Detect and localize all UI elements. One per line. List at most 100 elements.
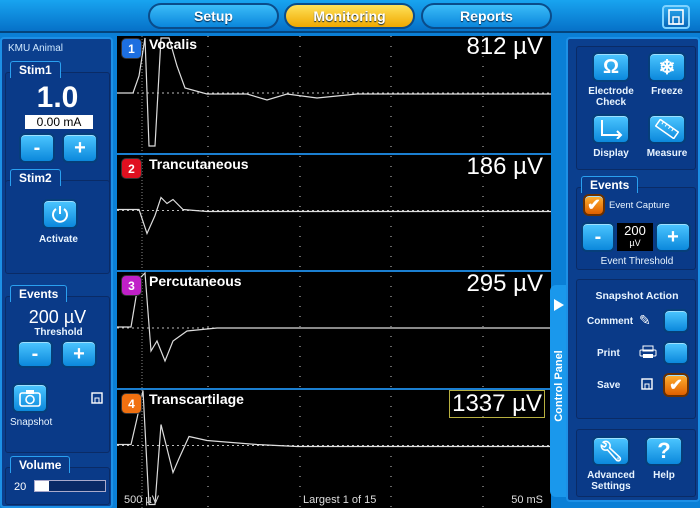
event-threshold-display: 200 µV <box>617 223 653 251</box>
event-capture-label: Event Capture <box>609 200 670 211</box>
volume-slider[interactable] <box>34 480 106 492</box>
stim1-minus-button[interactable]: - <box>19 133 55 163</box>
stim1-value: 1.0 <box>36 81 79 114</box>
print-label: Print <box>597 348 620 359</box>
right-events-label: Events <box>581 176 639 193</box>
stim1-plus-button[interactable]: + <box>62 133 98 163</box>
waveform-canvas <box>117 36 551 508</box>
channel-amplitude: 1337 µV <box>449 389 545 418</box>
freeze-label: Freeze <box>651 86 683 97</box>
channel-4: 4 Transcartilage 1337 µV <box>117 387 551 506</box>
wrench-icon: 🔧︎ <box>598 440 624 463</box>
subject-name: KMU Animal <box>8 43 64 54</box>
channel-2: 2 Trancutaneous 186 µV <box>117 152 551 271</box>
channel-name: Percutaneous <box>149 273 242 289</box>
pencil-icon: ✎ <box>639 312 651 328</box>
axes-icon <box>601 120 623 139</box>
event-threshold-plus-button[interactable]: + <box>655 222 691 252</box>
tab-reports[interactable]: Reports <box>421 3 552 29</box>
advanced-settings-button[interactable]: 🔧︎ <box>592 436 630 466</box>
threshold-plus-button[interactable]: + <box>61 340 97 368</box>
tab-monitoring[interactable]: Monitoring <box>284 3 415 29</box>
stim2-label: Stim2 <box>10 169 61 186</box>
check-icon: ✔ <box>669 377 683 394</box>
channel-amplitude: 186 µV <box>466 152 543 180</box>
right-panel: Ω Electrode Check ❄ Freeze Display Measu… <box>566 37 700 502</box>
measure-button[interactable] <box>648 114 686 144</box>
event-threshold-label: Event Threshold <box>600 256 674 267</box>
top-bar: Setup Monitoring Reports <box>0 0 700 33</box>
events-label: Events <box>10 285 68 302</box>
control-panel-tab[interactable]: Control Panel <box>550 285 568 497</box>
channel-amplitude: 295 µV <box>466 270 543 297</box>
print-checkbox[interactable] <box>663 341 689 365</box>
freeze-button[interactable]: ❄ <box>648 52 686 82</box>
save-icon <box>668 9 684 25</box>
advanced-settings-label: Advanced Settings <box>587 470 635 492</box>
channel-3: 3 Percutaneous 295 µV <box>117 270 551 388</box>
save-checkbox[interactable]: ✔ <box>663 373 689 397</box>
settings-group: 🔧︎ Advanced Settings ? Help <box>576 429 696 497</box>
left-panel: KMU Animal Stim1 1.0 0.00 mA - + Stim2 A… <box>0 37 113 508</box>
stim1-label: Stim1 <box>10 61 61 78</box>
channel-number-badge[interactable]: 1 <box>121 38 142 59</box>
volume-value: 20 <box>14 481 27 493</box>
display-button[interactable] <box>592 114 630 144</box>
threshold-label: Threshold <box>34 327 83 338</box>
event-threshold-minus-button[interactable]: - <box>581 222 615 252</box>
save-icon <box>641 378 653 390</box>
right-events-group: Events ✔ Event Capture - 200 µV + Event … <box>576 176 696 270</box>
comment-label: Comment <box>587 316 634 327</box>
save-icon[interactable] <box>91 392 103 404</box>
display-label: Display <box>593 148 629 159</box>
event-threshold-unit: µV <box>629 238 641 248</box>
threshold-minus-button[interactable]: - <box>17 340 53 368</box>
snapshot-action-title: Snapshot Action <box>595 290 679 302</box>
tab-setup[interactable]: Setup <box>148 3 279 29</box>
waveform-display: 1 Vocalis 812 µV 2 Trancutaneous 186 µV 3 … <box>117 33 551 508</box>
help-label: Help <box>653 470 675 481</box>
control-panel-label: Control Panel <box>553 350 565 422</box>
power-icon <box>52 206 68 223</box>
waveform-trace-1 <box>117 37 551 147</box>
save-screen-button[interactable] <box>662 5 690 29</box>
stim2-group: Stim2 Activate <box>5 169 110 274</box>
ruler-icon <box>655 119 679 139</box>
volume-group: Volume 20 <box>5 456 110 505</box>
status-text: Largest 1 of 15 <box>303 494 377 506</box>
printer-icon <box>639 345 657 358</box>
threshold-value: 200 µV <box>28 307 87 327</box>
camera-icon <box>19 390 41 407</box>
channel-amplitude: 812 µV <box>466 33 543 60</box>
expand-arrow-icon <box>554 299 564 311</box>
events-group: Events 200 µV Threshold - + Snapshot <box>5 285 110 453</box>
channel-number-badge[interactable]: 3 <box>121 275 142 296</box>
waveform-trace-2 <box>117 196 551 236</box>
save-label: Save <box>597 380 621 391</box>
tools-group: Ω Electrode Check ❄ Freeze Display Measu… <box>576 46 696 170</box>
snapshot-button[interactable] <box>12 383 48 413</box>
electrode-check-button[interactable]: Ω <box>592 52 630 82</box>
amplitude-scale: 500 µV <box>124 494 160 506</box>
event-capture-checkbox[interactable]: ✔ <box>583 194 605 216</box>
stim1-current: 0.00 mA <box>25 115 93 129</box>
check-icon: ✔ <box>587 197 601 214</box>
measure-label: Measure <box>646 148 688 159</box>
omega-icon: Ω <box>602 55 620 78</box>
channel-number-badge[interactable]: 4 <box>121 392 142 414</box>
channel-number-badge[interactable]: 2 <box>121 157 142 179</box>
snapshot-label: Snapshot <box>10 417 53 428</box>
help-button[interactable]: ? <box>645 436 683 466</box>
event-threshold-value: 200 <box>624 223 646 238</box>
channel-name: Vocalis <box>149 36 197 52</box>
volume-label: Volume <box>10 456 71 473</box>
electrode-check-label: Electrode Check <box>588 86 634 108</box>
question-icon: ? <box>657 438 671 463</box>
snowflake-icon: ❄ <box>658 56 676 79</box>
comment-checkbox[interactable] <box>663 309 689 333</box>
activate-label: Activate <box>39 234 78 245</box>
activate-button[interactable] <box>42 199 78 229</box>
channel-name: Trancutaneous <box>149 155 249 172</box>
volume-fill <box>35 481 49 491</box>
time-scale: 50 mS <box>511 494 543 506</box>
